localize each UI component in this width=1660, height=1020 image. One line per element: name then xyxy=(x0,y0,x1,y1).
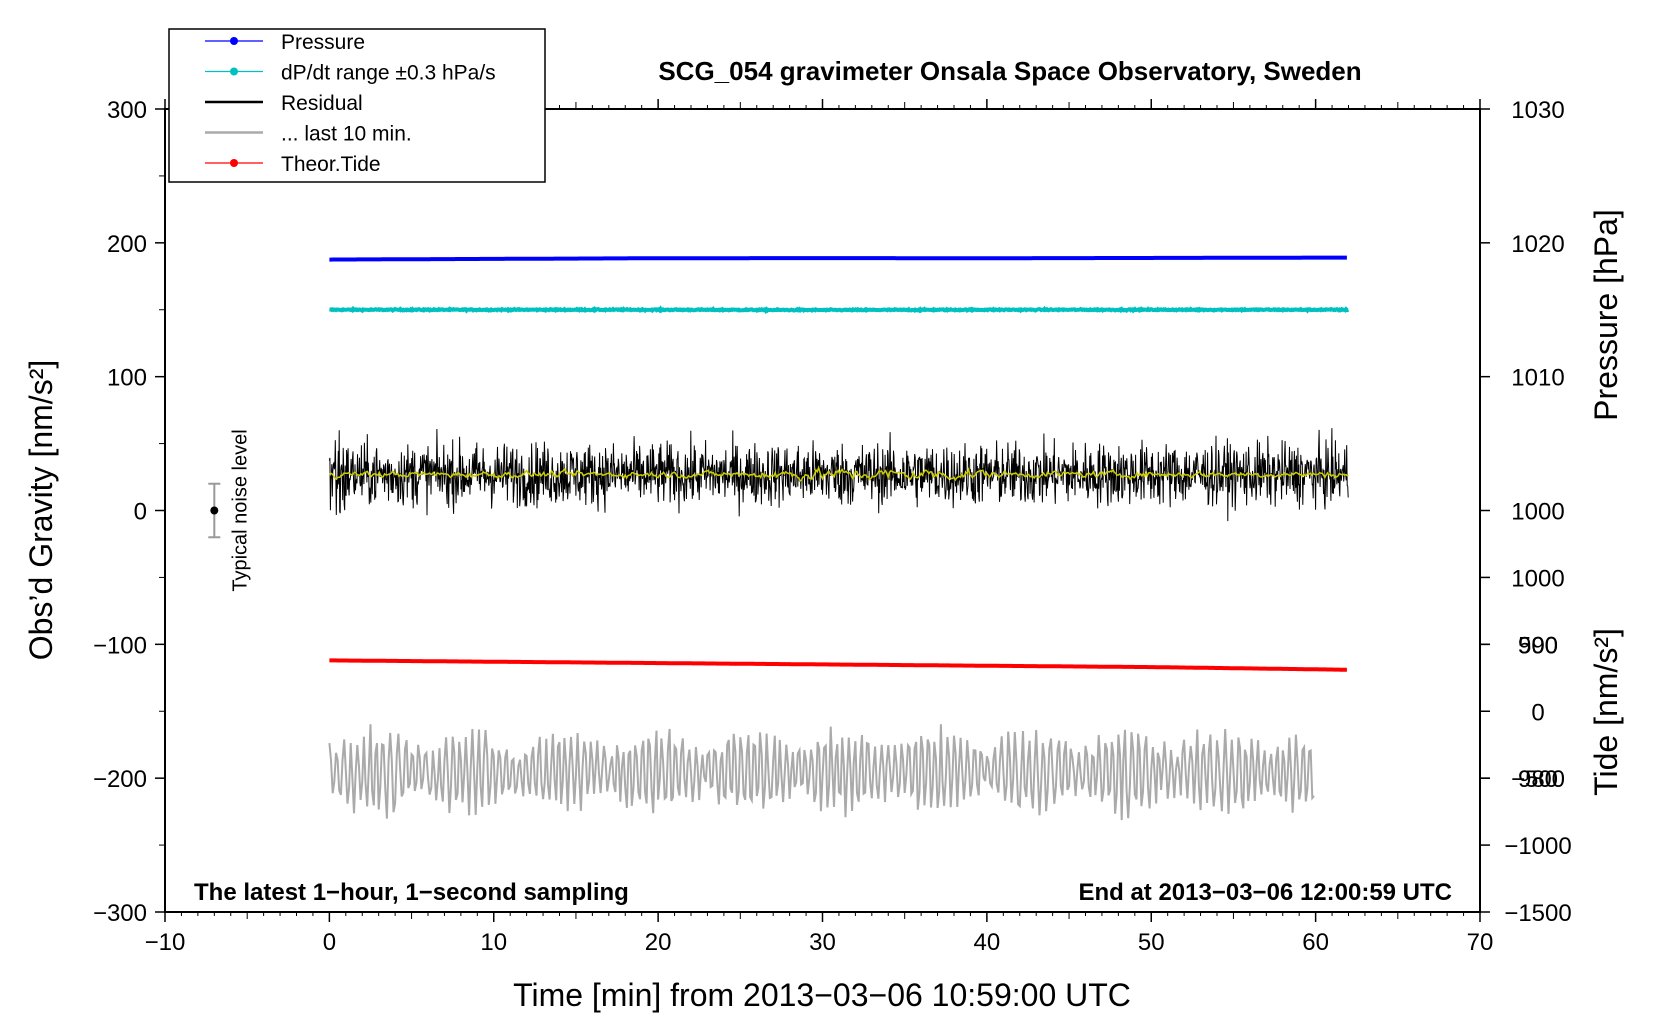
y-tick-label: 0 xyxy=(134,499,147,526)
pressure-tick-label: 990 xyxy=(1518,632,1558,659)
x-tick-label: 30 xyxy=(809,929,836,956)
pressure-tick-label: 1010 xyxy=(1511,365,1564,392)
x-tick-label: 40 xyxy=(974,929,1001,956)
noise-level-point xyxy=(210,506,219,515)
data-series xyxy=(328,255,1349,821)
pressure-tick-label: 1000 xyxy=(1511,499,1564,526)
pressure-tick-label: 1030 xyxy=(1511,97,1564,124)
legend-label: Pressure xyxy=(281,31,365,54)
y-tick-label: 300 xyxy=(107,97,147,124)
legend-label: Theor.Tide xyxy=(281,153,381,176)
sampling-annotation: The latest 1−hour, 1−second sampling xyxy=(194,879,629,906)
noise-level-label: Typical noise level xyxy=(229,429,251,591)
series-residual xyxy=(328,428,1349,522)
chart-title: SCG_054 gravimeter Onsala Space Observat… xyxy=(658,56,1361,86)
end-time-annotation: End at 2013−03−06 12:00:59 UTC xyxy=(1078,879,1452,906)
pressure-tick-label: 1020 xyxy=(1511,231,1564,258)
tide-tick-label: −500 xyxy=(1511,766,1565,793)
series-residual-smoothed xyxy=(328,465,1349,482)
legend-marker xyxy=(230,67,238,76)
legend-box xyxy=(168,28,546,183)
x-tick-label: 10 xyxy=(480,929,507,956)
x-axis-label: Time [min] from 2013−03−06 10:59:00 UTC xyxy=(513,977,1131,1013)
y-tick-label: −100 xyxy=(93,632,147,659)
pressure-axis-label: Pressure [hPa] xyxy=(1588,209,1624,421)
x-tick-label: −10 xyxy=(145,929,186,956)
series-theor-tide xyxy=(329,658,1347,672)
tide-tick-label: −1500 xyxy=(1504,900,1571,927)
tide-tick-label: 1000 xyxy=(1511,565,1564,592)
legend-marker xyxy=(230,159,238,167)
tide-tick-label: 0 xyxy=(1531,699,1544,726)
y-tick-label: 100 xyxy=(107,365,147,392)
tide-axis-label: Tide [nm/s²] xyxy=(1588,628,1624,796)
x-tick-label: 20 xyxy=(645,929,672,956)
series-pressure xyxy=(329,255,1347,262)
x-tick-label: 50 xyxy=(1138,929,1165,956)
x-tick-label: 70 xyxy=(1467,929,1494,956)
y-tick-label: −200 xyxy=(93,766,147,793)
series-last-10-min xyxy=(328,724,1315,821)
tide-tick-label: 500 xyxy=(1518,632,1558,659)
noise-level-marker: Typical noise level xyxy=(208,429,251,592)
legend-marker xyxy=(230,37,238,45)
x-tick-label: 0 xyxy=(323,929,336,956)
pressure-tick-label: 980 xyxy=(1518,766,1558,793)
y-tick-label: −300 xyxy=(93,900,147,927)
x-tick-label: 60 xyxy=(1302,929,1329,956)
series-dpdt xyxy=(329,305,1349,315)
legend: Pressure dP/dt range ±0.3 hPa/s Residual..… xyxy=(168,28,546,183)
legend-label: Residual xyxy=(281,92,363,115)
legend-label: ... last 10 min. xyxy=(281,123,412,146)
axis-ticks: −10 0 10 20 30 40 50 60 703002001000−100−200−300… xyxy=(93,97,1572,956)
tide-tick-label: −1000 xyxy=(1504,833,1571,860)
y-tick-label: 200 xyxy=(107,231,147,258)
legend-label: dP/dt range ±0.3 hPa/s xyxy=(281,62,496,85)
left-y-axis-label: Obs’d Gravity [nm/s²] xyxy=(23,360,59,661)
